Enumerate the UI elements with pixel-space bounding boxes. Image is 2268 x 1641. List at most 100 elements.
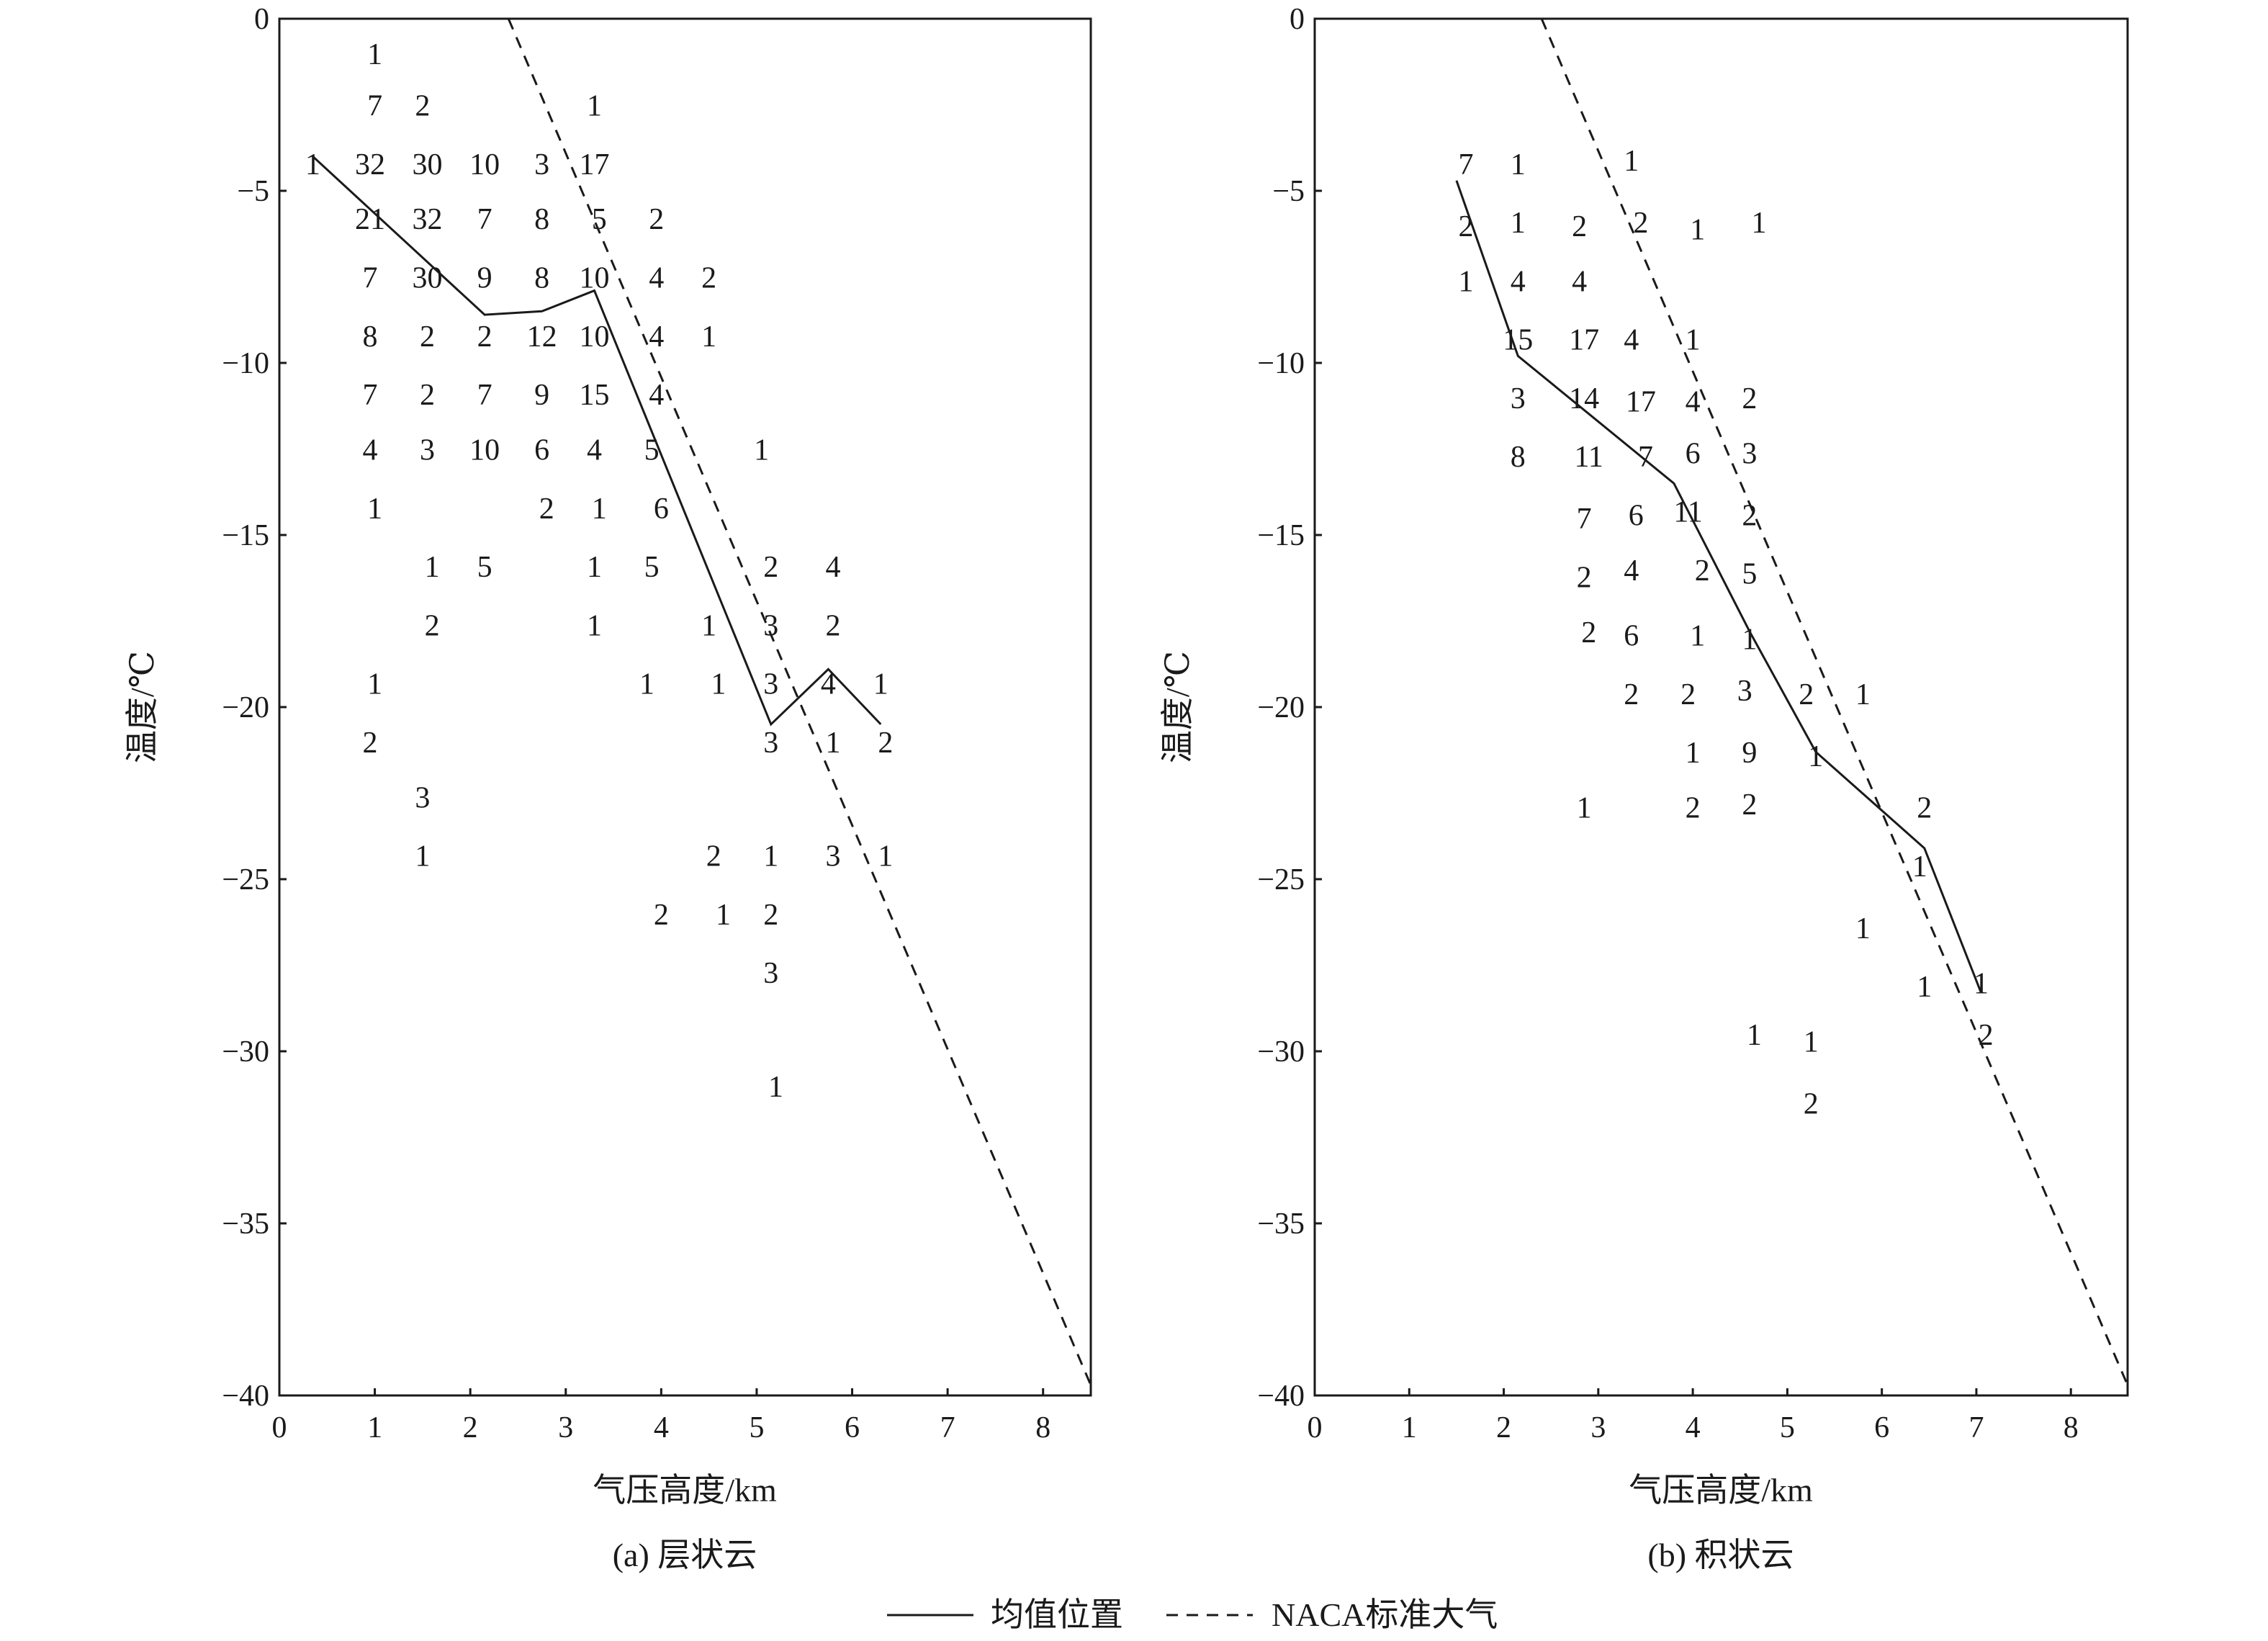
count-label: 1 [701,320,716,354]
panel-caption: (a) 层状云 [613,1537,757,1573]
count-label: 2 [539,493,554,526]
count-label: 8 [363,320,378,354]
count-label: 2 [420,320,435,354]
count-label: 4 [1686,386,1701,419]
count-label: 1 [878,840,893,873]
x-tick-label: 2 [463,1411,478,1444]
count-label: 1 [587,551,602,584]
count-label: 5 [1742,558,1757,591]
x-tick-label: 6 [845,1411,860,1444]
count-label: 30 [413,262,443,295]
count-label: 1 [415,840,430,873]
x-tick-label: 4 [1686,1411,1701,1444]
y-tick-label: −20 [1257,691,1305,724]
count-label: 2 [1742,788,1757,822]
count-label: 5 [592,203,607,236]
count-label: 2 [1742,382,1757,415]
y-tick-label: −10 [222,347,269,380]
count-label: 4 [821,668,836,701]
y-tick-label: −30 [1257,1035,1305,1069]
count-label: 2 [420,379,435,412]
count-label: 10 [580,262,610,295]
count-label: 4 [1572,265,1587,298]
count-label: 2 [1742,499,1757,532]
count-label: 7 [1459,148,1474,181]
x-tick-label: 1 [1402,1411,1417,1444]
x-tick-label: 7 [1968,1411,1984,1444]
x-tick-label: 7 [940,1411,955,1444]
count-label: 3 [420,434,435,467]
count-label: 2 [878,727,893,760]
count-label: 1 [1855,912,1871,945]
count-label: 32 [355,148,385,181]
count-label: 1 [1459,265,1474,298]
count-label: 2 [1686,792,1701,825]
mean-position-line [312,156,882,727]
count-label: 1 [754,434,769,467]
count-label: 17 [580,148,610,181]
count-label: 6 [1629,499,1644,532]
panel-b-cumuliform: 0 1 2 3 4 5 6 7 80−5−10−15−20−25−30−35−40 7 1 12 1 2… [1159,3,2129,1573]
y-tick-label: −5 [1272,175,1305,208]
count-label: 9 [477,262,492,295]
count-label: 5 [477,551,492,584]
count-label: 1 [763,840,778,873]
x-tick-label: 3 [558,1411,573,1444]
mean-position-line [1455,180,1982,994]
count-label: 1 [1690,214,1705,247]
x-tick-label: 0 [1308,1411,1323,1444]
count-labels: 7 1 12 1 2 2 1 11 4 415 17 4 13 14 17 4 28 11 7 6 37 6 11 22 4 2 5… [1459,145,1994,1121]
count-label: 4 [649,320,664,354]
y-tick-label: −5 [237,175,269,208]
y-tick-label: 0 [1290,3,1305,36]
count-label: 1 [1747,1019,1762,1052]
legend: 均值位置 NACA标准大气 [887,1596,1498,1633]
naca-standard-atmosphere-line [1540,18,2129,1386]
count-label: 2 [1459,210,1474,243]
count-label: 2 [1577,561,1592,594]
legend-naca-label: NACA标准大气 [1272,1596,1498,1633]
count-label: 2 [826,609,841,642]
count-label: 1 [1808,740,1823,773]
count-label: 8 [534,262,549,295]
count-label: 1 [1974,967,1989,1000]
count-label: 3 [415,781,430,814]
count-label: 5 [644,434,660,467]
count-label: 2 [1695,554,1710,588]
count-label: 2 [415,90,430,123]
count-label: 32 [413,203,443,236]
count-label: 3 [763,957,778,990]
count-label: 1 [826,727,841,760]
count-label: 2 [1804,1088,1819,1121]
panel-a-stratiform: 0 1 2 3 4 5 6 7 80−5−10−15−20−25−30−35−40 17 2 11 3… [124,3,1092,1573]
count-label: 10 [469,434,500,467]
y-tick-label: −10 [1257,347,1305,380]
x-tick-label: 5 [749,1411,764,1444]
y-tick-label: −25 [1257,863,1305,896]
count-label: 15 [580,379,610,412]
count-label: 1 [1511,207,1526,240]
x-tick-label: 0 [272,1411,287,1444]
count-label: 12 [527,320,557,354]
count-label: 1 [305,148,320,181]
count-label: 1 [1917,971,1932,1004]
count-label: 6 [1686,437,1701,470]
count-label: 17 [1626,386,1656,419]
count-label: 14 [1569,382,1599,415]
count-label: 6 [654,493,669,526]
count-label: 7 [367,90,382,123]
count-label: 10 [469,148,500,181]
count-label: 2 [763,551,778,584]
y-tick-label: −15 [222,519,269,552]
count-label: 1 [873,668,888,701]
count-label: 3 [763,609,778,642]
count-label: 1 [587,609,602,642]
count-label: 1 [1742,623,1757,656]
count-label: 1 [1577,792,1592,825]
count-label: 3 [1737,675,1752,708]
y-tick-label: −40 [222,1380,269,1413]
count-label: 1 [1511,148,1526,181]
